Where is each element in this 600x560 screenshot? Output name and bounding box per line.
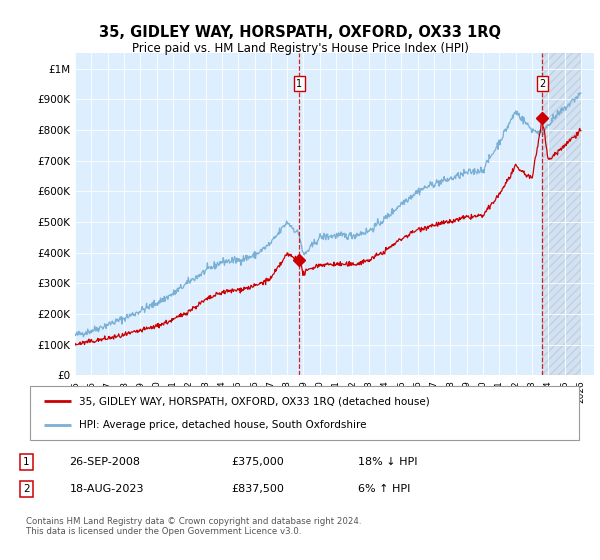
Text: £375,000: £375,000 bbox=[231, 457, 284, 467]
Text: 35, GIDLEY WAY, HORSPATH, OXFORD, OX33 1RQ (detached house): 35, GIDLEY WAY, HORSPATH, OXFORD, OX33 1… bbox=[79, 396, 430, 407]
Text: 18% ↓ HPI: 18% ↓ HPI bbox=[358, 457, 417, 467]
Text: Contains HM Land Registry data © Crown copyright and database right 2024.
This d: Contains HM Land Registry data © Crown c… bbox=[26, 517, 362, 536]
Text: 26-SEP-2008: 26-SEP-2008 bbox=[70, 457, 140, 467]
Text: 1: 1 bbox=[296, 79, 302, 89]
Text: 6% ↑ HPI: 6% ↑ HPI bbox=[358, 484, 410, 493]
Text: 2: 2 bbox=[539, 79, 545, 89]
Text: 35, GIDLEY WAY, HORSPATH, OXFORD, OX33 1RQ: 35, GIDLEY WAY, HORSPATH, OXFORD, OX33 1… bbox=[99, 25, 501, 40]
Text: £837,500: £837,500 bbox=[231, 484, 284, 493]
Text: Price paid vs. HM Land Registry's House Price Index (HPI): Price paid vs. HM Land Registry's House … bbox=[131, 42, 469, 55]
Text: HPI: Average price, detached house, South Oxfordshire: HPI: Average price, detached house, Sout… bbox=[79, 419, 367, 430]
Text: 2: 2 bbox=[23, 484, 30, 493]
FancyBboxPatch shape bbox=[30, 386, 579, 440]
Text: 1: 1 bbox=[23, 457, 30, 467]
Text: 18-AUG-2023: 18-AUG-2023 bbox=[70, 484, 144, 493]
